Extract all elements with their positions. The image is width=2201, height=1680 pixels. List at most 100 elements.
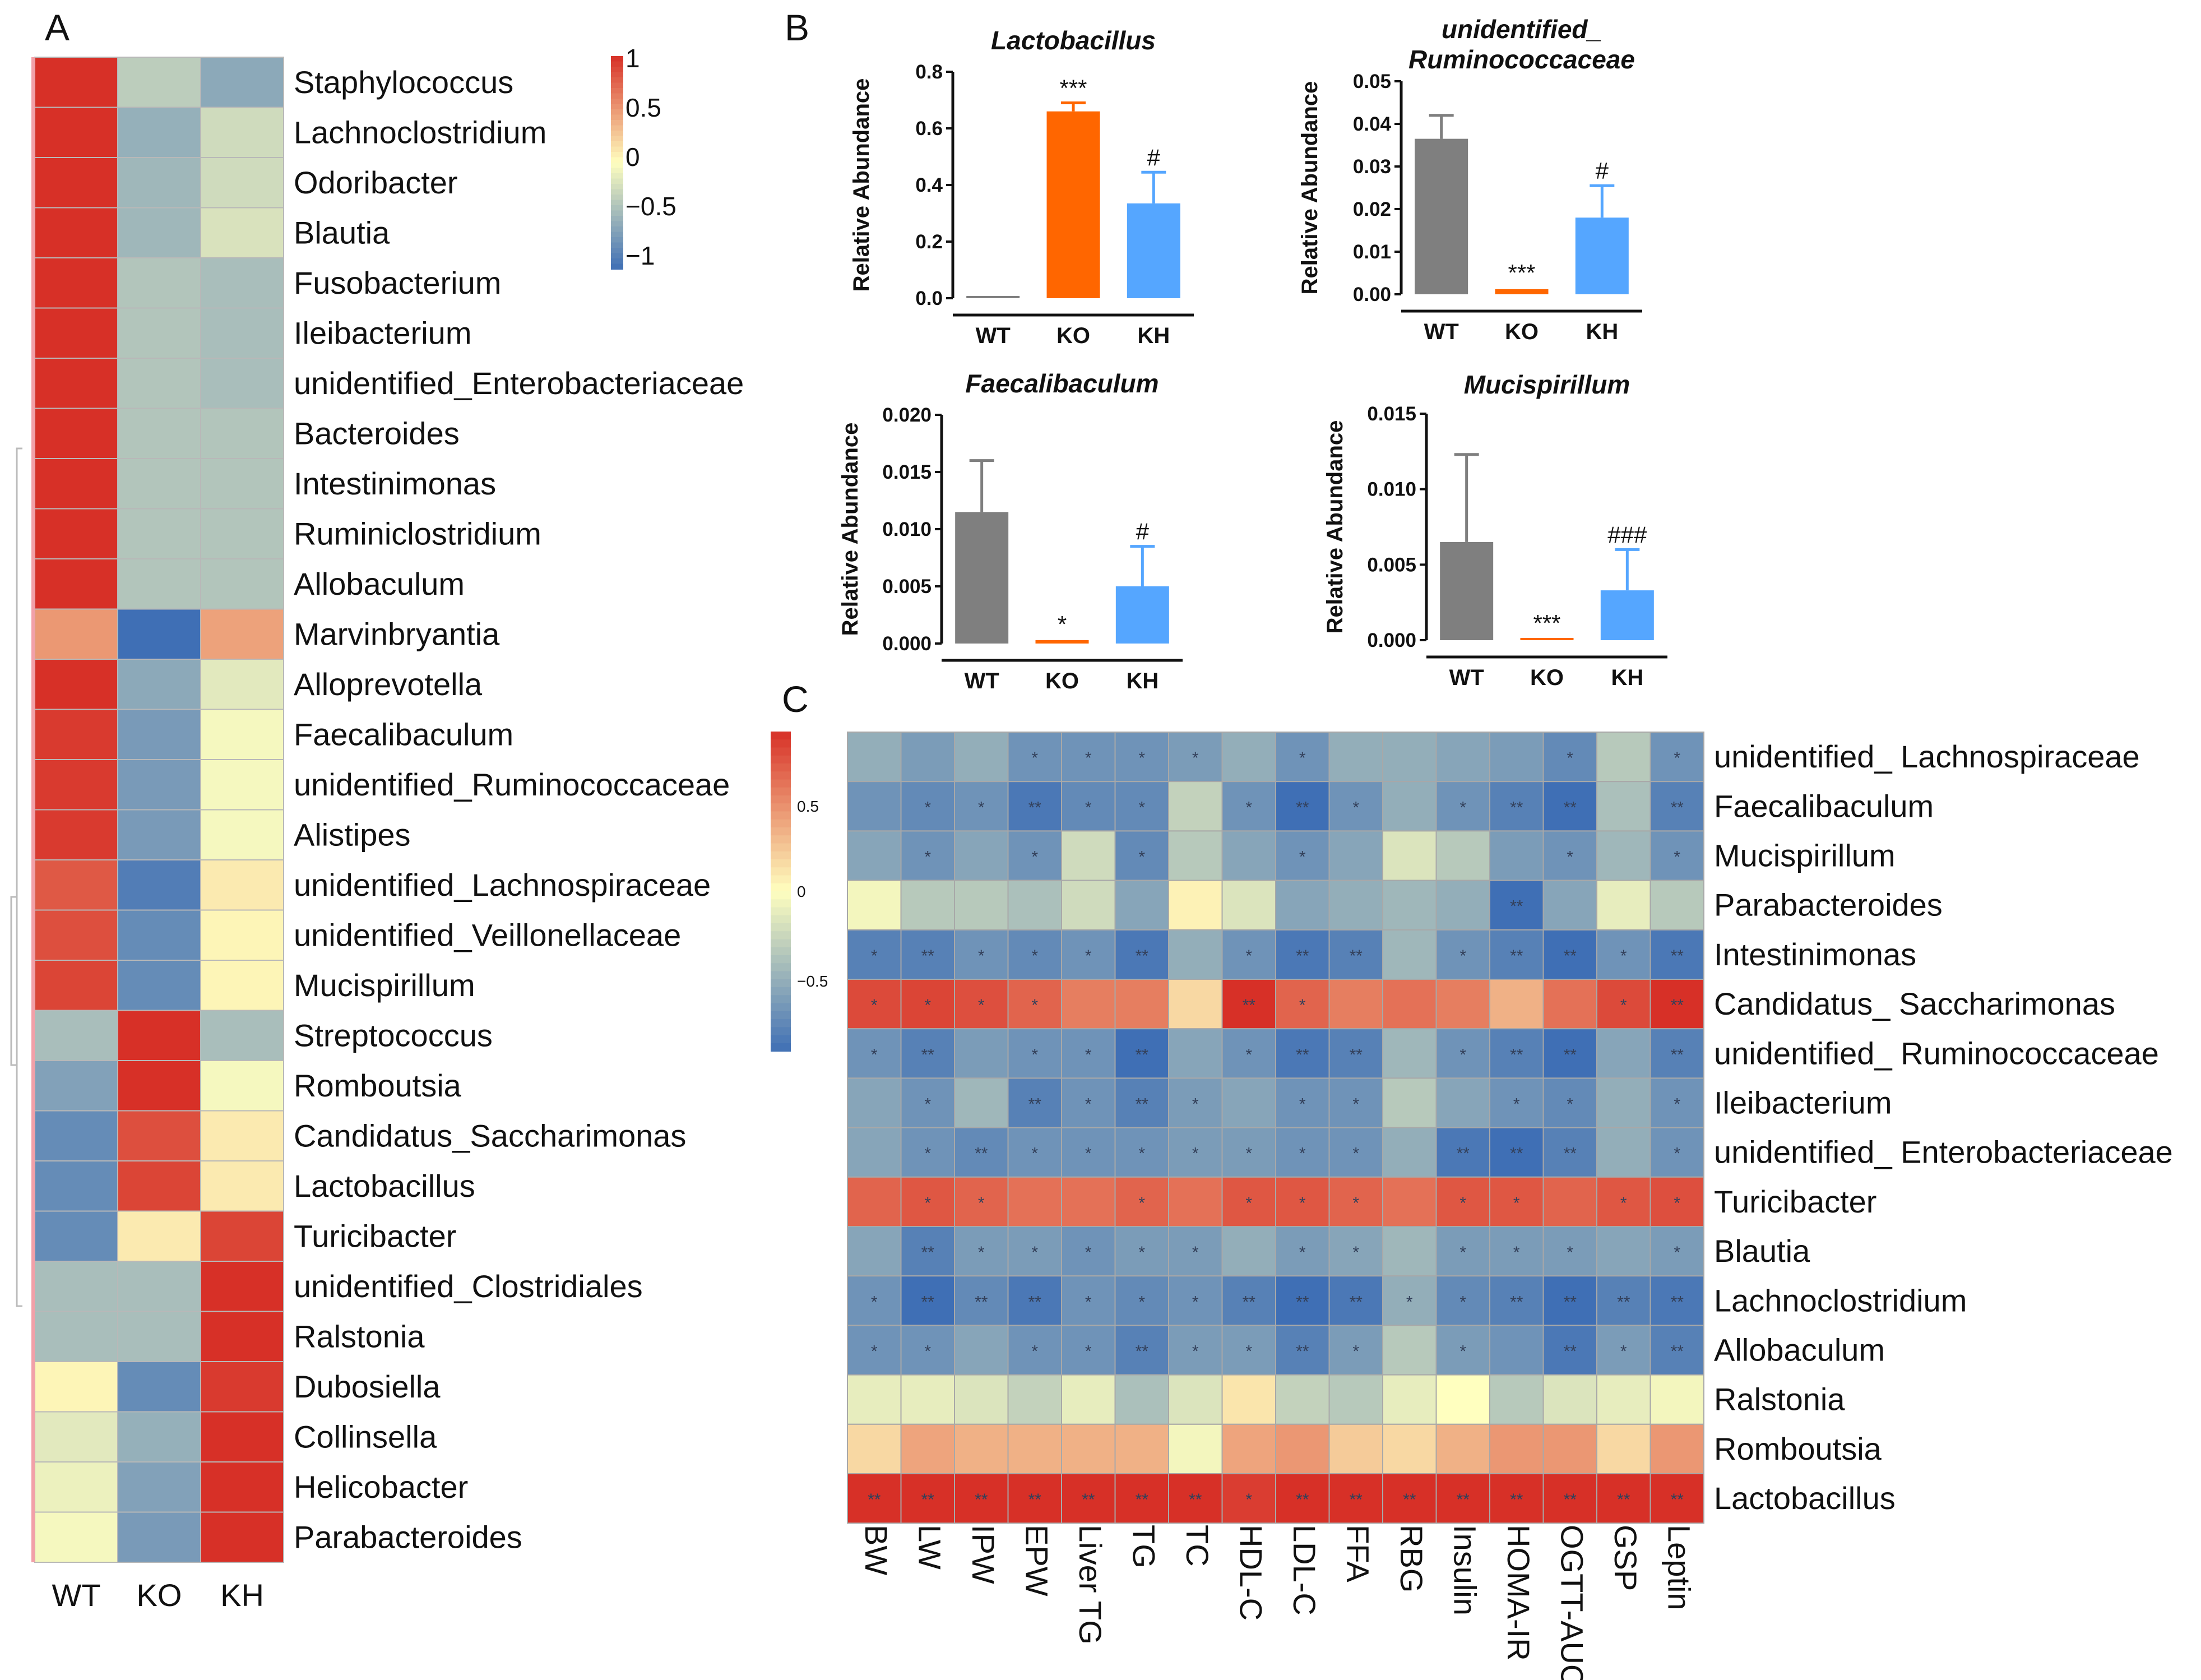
heatmap-c-star: *	[1085, 947, 1092, 965]
colorbar-c-segment	[771, 939, 791, 948]
colorbar-a-segment	[611, 210, 623, 216]
heatmap-a-cell	[200, 1411, 284, 1463]
heatmap-c-cell	[1542, 1176, 1597, 1228]
heatmap-c-star: *	[1352, 1095, 1359, 1114]
heatmap-c-star: *	[1085, 1243, 1092, 1262]
colorbar-a-segment	[611, 125, 623, 131]
heatmap-c-star: *	[924, 1145, 931, 1163]
heatmap-a-cell	[200, 107, 284, 158]
significance-marker: ###	[1607, 521, 1647, 548]
heatmap-c-cell	[1275, 1325, 1330, 1376]
heatmap-c-star: **	[1564, 947, 1577, 965]
heatmap-c-cell	[1382, 1423, 1437, 1475]
colorbar-a-segment	[611, 232, 623, 238]
heatmap-c-cell	[1382, 929, 1437, 980]
heatmap-c-cell	[1489, 732, 1544, 783]
colorbar-c-segment	[771, 811, 791, 820]
heatmap-c-row-label: unidentified_ Enterobacteriaceae	[1714, 1135, 2173, 1170]
heatmap-c-star: *	[871, 947, 878, 965]
heatmap-a-cell	[200, 358, 284, 409]
heatmap-c-row-label: Allobaculum	[1714, 1332, 1885, 1368]
heatmap-a-cell	[200, 408, 284, 459]
heatmap-c-cell	[1328, 1374, 1383, 1425]
heatmap-c-cell	[1007, 880, 1062, 931]
heatmap-c-row-label: Intestinimonas	[1714, 937, 1916, 972]
significance-marker: #	[1147, 144, 1161, 170]
heatmap-c-star: **	[1136, 1491, 1149, 1509]
heatmap-c-col-label: IPW	[966, 1525, 1001, 1584]
heatmap-c-star: **	[1671, 1343, 1684, 1361]
heatmap-a-row-label: Turicibacter	[294, 1218, 456, 1253]
bar-wt	[1440, 542, 1494, 640]
heatmap-a-row-label: Ruminiclostridium	[294, 516, 541, 551]
heatmap-c-cell	[1435, 929, 1490, 980]
heatmap-c-star: *	[1513, 1095, 1520, 1114]
heatmap-c-star: *	[924, 1095, 931, 1114]
heatmap-a-row-label: Helicobacter	[294, 1469, 468, 1505]
heatmap-c-star: **	[1510, 897, 1523, 916]
heatmap-a-cell	[117, 1210, 201, 1262]
heatmap-a-row-label: Bacteroides	[294, 415, 460, 451]
heatmap-c-star: *	[1031, 1343, 1038, 1361]
heatmap-c-cell	[1007, 830, 1062, 881]
heatmap-c-star: *	[1620, 1194, 1627, 1212]
heatmap-c-cell	[900, 1374, 955, 1425]
heatmap-a-cell	[34, 257, 118, 309]
significance-marker: #	[1136, 519, 1150, 545]
heatmap-c-cell	[1542, 732, 1597, 783]
heatmap-c-cell	[1489, 1325, 1544, 1376]
colorbar-a-segment	[611, 120, 623, 126]
heatmap-c-cell	[1435, 781, 1490, 832]
heatmap-c-cell	[1649, 830, 1704, 881]
heatmap-c-star: **	[1671, 947, 1684, 965]
heatmap-c-cell	[1542, 929, 1597, 980]
heatmap-c-cell	[1489, 1374, 1544, 1425]
heatmap-c-star: **	[1136, 947, 1149, 965]
bar-y-axis-label: Relative Abundance	[849, 78, 874, 292]
colorbar-c-segment	[771, 899, 791, 908]
heatmap-a-cell	[117, 1261, 201, 1312]
heatmap-c-star: *	[978, 947, 985, 965]
heatmap-a-cell	[34, 709, 118, 760]
heatmap-c-cell	[1275, 929, 1330, 980]
heatmap-c-cell	[900, 1423, 955, 1475]
heatmap-c-cell	[954, 1028, 1009, 1079]
heatmap-c-star: **	[1564, 1293, 1577, 1311]
bar-y-tick-label: 0.010	[882, 519, 932, 540]
colorbar-c-segment	[771, 1035, 791, 1044]
colorbar-a-segment	[611, 109, 623, 115]
heatmap-c-cell	[1007, 979, 1062, 1030]
heatmap-a-col-label: KH	[220, 1577, 264, 1613]
colorbar-a-tick: 0	[625, 142, 640, 172]
heatmap-c-cell	[1221, 1077, 1276, 1128]
heatmap-c-star: **	[975, 1491, 988, 1509]
bar-category-label: WT	[965, 669, 999, 693]
heatmap-c-star: *	[1299, 1194, 1306, 1212]
heatmap-c-cell	[1596, 880, 1651, 931]
heatmap-c-cell	[1168, 1374, 1223, 1425]
heatmap-c-star: *	[1192, 1095, 1199, 1114]
bar-y-tick-label: 0.2	[915, 231, 943, 253]
colorbar-a-segment	[611, 104, 623, 110]
heatmap-c-cell	[1435, 1374, 1490, 1425]
heatmap-a-cell	[34, 558, 118, 610]
colorbar-c: 0.5 0 −0.5	[771, 732, 828, 1052]
heatmap-c-star: *	[1299, 1095, 1306, 1114]
heatmap-c-star: *	[924, 1194, 931, 1212]
heatmap-c-cell	[1489, 830, 1544, 881]
heatmap-c-cell	[1649, 1028, 1704, 1079]
heatmap-c-cell	[847, 1127, 902, 1178]
heatmap-c-star: **	[1564, 1491, 1577, 1509]
heatmap-c-cell	[1061, 880, 1116, 931]
bar-y-tick-label: 0.05	[1353, 71, 1391, 92]
heatmap-c-star: *	[1138, 1194, 1145, 1212]
heatmap-c-cell	[1435, 1423, 1490, 1475]
bar-chart-title: unidentified_	[1442, 15, 1602, 44]
bar-y-tick-label: 0.6	[915, 118, 943, 140]
heatmap-c-star: *	[1245, 1491, 1252, 1509]
heatmap-c-cell	[1168, 979, 1223, 1030]
heatmap-a-cell	[117, 759, 201, 811]
heatmap-a-row-label: Odoribacter	[294, 165, 458, 200]
colorbar-a-segment	[611, 93, 623, 99]
heatmap-c-cell	[1328, 1077, 1383, 1128]
